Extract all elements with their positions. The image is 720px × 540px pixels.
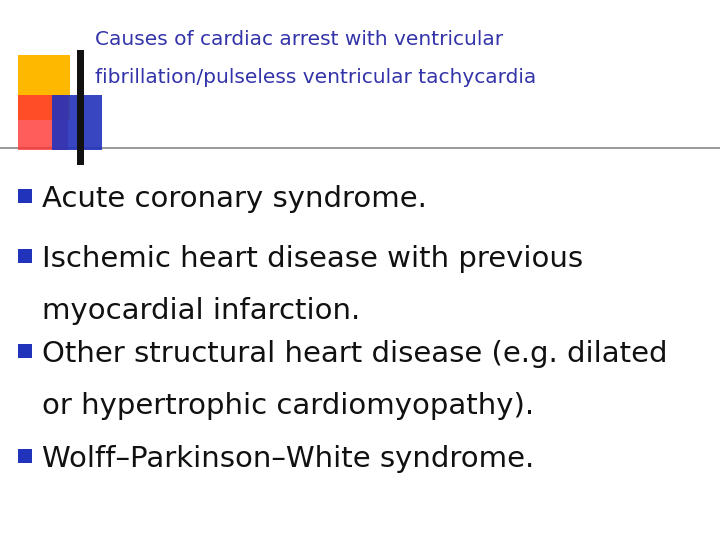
Text: or hypertrophic cardiomyopathy).: or hypertrophic cardiomyopathy). (42, 392, 534, 420)
Bar (18, 248, 32, 262)
Text: fibrillation/pulseless ventricular tachycardia: fibrillation/pulseless ventricular tachy… (95, 68, 536, 87)
Text: myocardial infarction.: myocardial infarction. (42, 297, 360, 325)
Text: Acute coronary syndrome.: Acute coronary syndrome. (42, 185, 427, 213)
Bar (18, 95, 68, 150)
Text: Other structural heart disease (e.g. dilated: Other structural heart disease (e.g. dil… (42, 340, 667, 368)
Bar (18, 449, 32, 462)
Bar (52, 95, 102, 150)
Text: Causes of cardiac arrest with ventricular: Causes of cardiac arrest with ventricula… (95, 30, 503, 49)
Text: Ischemic heart disease with previous: Ischemic heart disease with previous (42, 245, 583, 273)
Bar (18, 343, 32, 357)
Bar (77, 50, 84, 165)
Bar (18, 55, 70, 120)
Bar (18, 188, 32, 202)
Text: Wolff–Parkinson–White syndrome.: Wolff–Parkinson–White syndrome. (42, 445, 534, 473)
